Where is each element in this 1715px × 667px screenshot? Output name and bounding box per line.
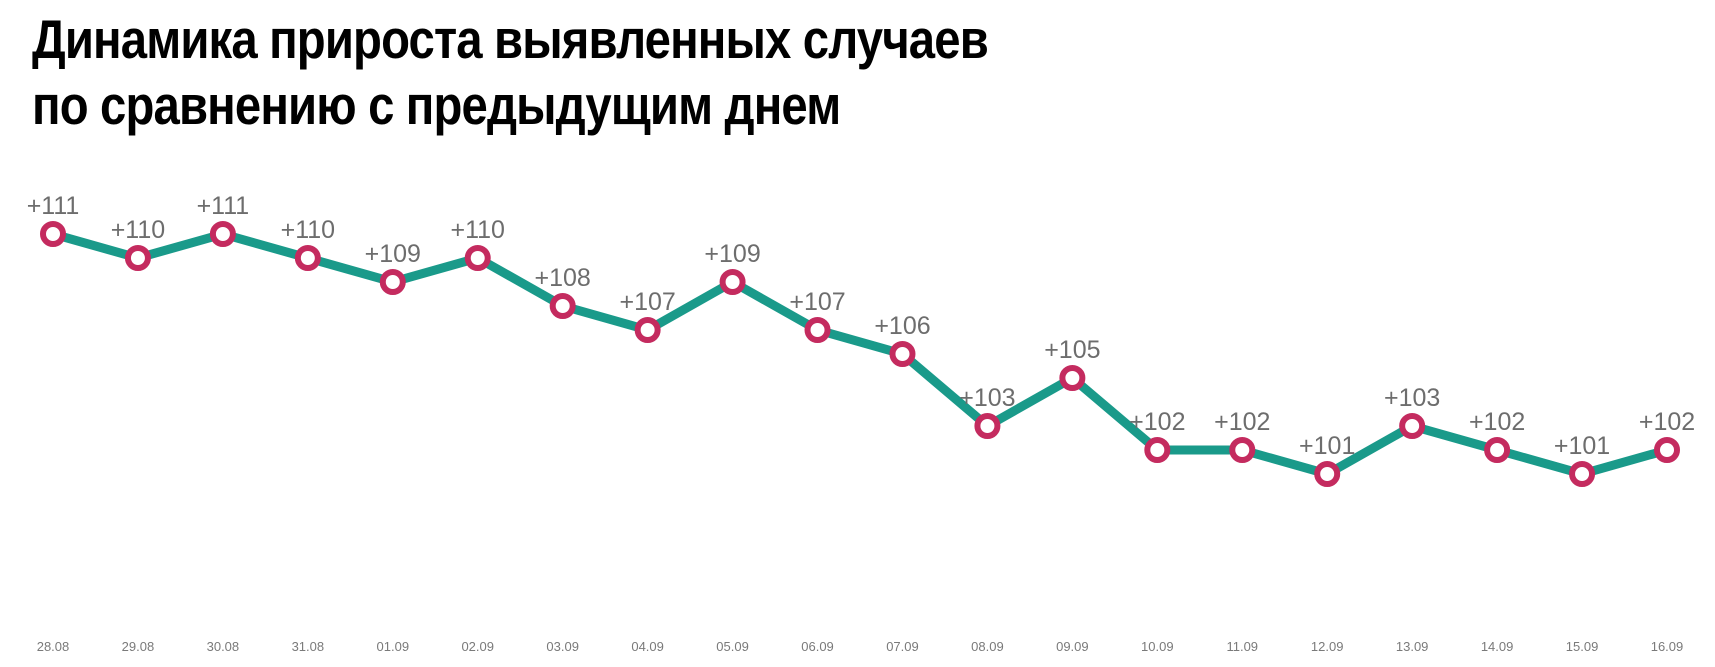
data-value-label: +105 <box>1044 336 1100 364</box>
x-tick-label: 30.08 <box>207 639 240 654</box>
data-point-marker <box>1399 413 1426 439</box>
data-value-label: +109 <box>365 240 421 268</box>
chart-title: Динамика прироста выявленных случаев по … <box>32 6 989 138</box>
data-point-marker <box>294 245 321 271</box>
data-point-marker <box>1569 461 1596 487</box>
data-point-marker <box>719 269 746 295</box>
data-value-label: +102 <box>1214 408 1270 436</box>
data-value-label: +110 <box>111 216 165 244</box>
x-tick-label: 08.09 <box>971 639 1004 654</box>
data-point-marker <box>124 245 151 271</box>
x-tick-label: 04.09 <box>631 639 664 654</box>
x-tick-label: 28.08 <box>37 639 70 654</box>
data-value-label: +101 <box>1299 432 1355 460</box>
data-point-marker <box>1654 437 1680 463</box>
x-tick-label: 31.08 <box>292 639 325 654</box>
data-value-label: +102 <box>1469 408 1525 436</box>
data-point-marker <box>1144 437 1171 463</box>
x-tick-label: 29.08 <box>122 639 155 654</box>
x-tick-label: 12.09 <box>1311 639 1344 654</box>
data-point-marker <box>1229 437 1256 463</box>
x-tick-label: 15.09 <box>1566 639 1599 654</box>
data-point-marker <box>40 221 66 247</box>
data-value-label: +109 <box>704 240 760 268</box>
data-value-label: +108 <box>535 264 591 292</box>
data-point-marker <box>1484 437 1511 463</box>
data-value-label: +103 <box>959 384 1015 412</box>
data-value-label: +107 <box>619 288 675 316</box>
x-tick-label: 02.09 <box>461 639 494 654</box>
x-tick-label: 09.09 <box>1056 639 1089 654</box>
data-value-label: +102 <box>1129 408 1185 436</box>
data-point-marker <box>1314 461 1341 487</box>
data-value-label: +106 <box>874 312 930 340</box>
value-labels-group: +111 +110 +111 +110 +109 +110 +108 +107 +109 +107… <box>27 192 1695 460</box>
data-point-marker <box>209 221 236 247</box>
x-tick-label: 16.09 <box>1651 639 1684 654</box>
series-group <box>48 229 1672 479</box>
data-value-label: +111 <box>27 192 80 220</box>
x-tick-label: 14.09 <box>1481 639 1514 654</box>
data-point-marker <box>634 317 661 343</box>
data-value-label: +110 <box>281 216 335 244</box>
x-tick-label: 11.09 <box>1226 639 1258 654</box>
markers-group <box>40 221 1680 487</box>
data-point-marker <box>889 341 916 367</box>
data-point-marker <box>1059 365 1086 391</box>
data-point-marker <box>379 269 406 295</box>
chart-title-line-1: Динамика прироста выявленных случаев <box>32 8 989 70</box>
x-tick-label: 01.09 <box>377 639 410 654</box>
series-line <box>48 229 1672 479</box>
data-value-label: +103 <box>1384 384 1440 412</box>
x-tick-label: 03.09 <box>546 639 579 654</box>
x-tick-label: 13.09 <box>1396 639 1429 654</box>
data-value-label: +107 <box>789 288 845 316</box>
data-point-marker <box>464 245 491 271</box>
data-value-label: +110 <box>451 216 505 244</box>
data-value-label: +111 <box>197 192 250 220</box>
x-tick-label: 05.09 <box>716 639 749 654</box>
data-value-label: +101 <box>1554 432 1610 460</box>
x-axis-ticks: 28.08 29.08 30.08 31.08 01.09 02.09 03.09 04.09… <box>37 639 1684 654</box>
data-value-label: +102 <box>1639 408 1695 436</box>
data-point-marker <box>549 293 576 319</box>
data-point-marker <box>974 413 1001 439</box>
data-point-marker <box>804 317 831 343</box>
chart-title-line-2: по сравнению с предыдущим днем <box>32 74 841 136</box>
x-tick-label: 07.09 <box>886 639 919 654</box>
x-tick-label: 10.09 <box>1141 639 1174 654</box>
x-tick-label: 06.09 <box>801 639 834 654</box>
